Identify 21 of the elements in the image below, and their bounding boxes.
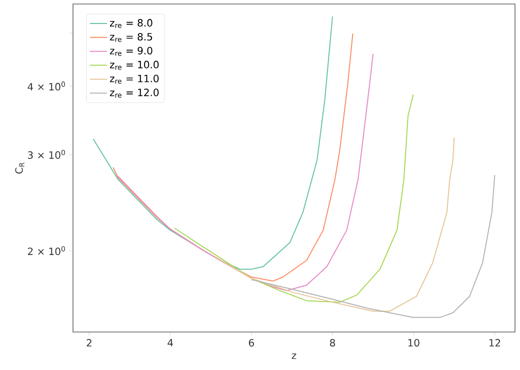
y-axis-title: C$_{R}$ — [15, 162, 24, 174]
line-series — [174, 94, 414, 303]
line-series — [250, 174, 496, 318]
legend-label: z$_{re}$ = 10.0 — [110, 60, 159, 70]
x-tick-label: 4 — [168, 339, 173, 346]
legend-label: z$_{re}$ = 9.0 — [110, 46, 152, 56]
legend-label: z$_{re}$ = 8.0 — [110, 19, 152, 28]
x-tick-label: 12 — [489, 338, 500, 346]
line-series — [214, 137, 455, 312]
y-tick-label: 2 × 10$^{0}$ — [28, 246, 65, 256]
x-tick-label: 6 — [248, 338, 254, 347]
x-tick-label: 10 — [408, 338, 420, 347]
line-series — [92, 16, 334, 270]
x-tick-label: 2 — [86, 338, 92, 346]
x-axis-title: z — [292, 353, 296, 359]
legend-label: z$_{re}$ = 11.0 — [110, 74, 159, 84]
legend-label: z$_{re}$ = 8.5 — [110, 32, 152, 42]
y-tick-label: 4 × 10$^{0}$ — [28, 82, 65, 90]
y-tick-label: 3 × 10$^{0}$ — [28, 150, 65, 159]
legend-label: z$_{re}$ = 12.0 — [110, 88, 159, 98]
x-tick-label: 8 — [330, 338, 336, 347]
